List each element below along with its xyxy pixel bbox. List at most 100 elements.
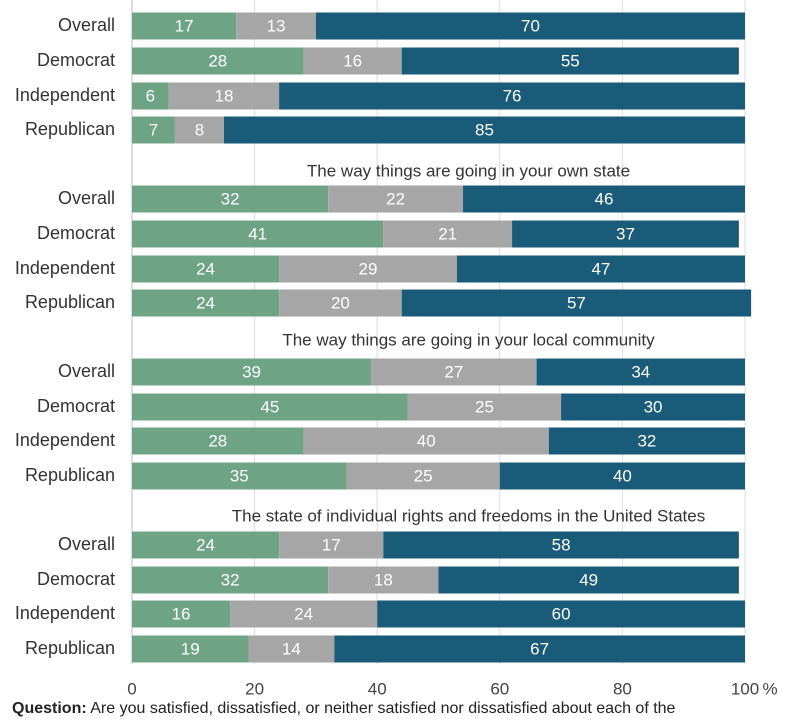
bar-value-label: 24 xyxy=(196,259,215,278)
bar-value-label: 60 xyxy=(552,604,571,623)
bar-value-label: 16 xyxy=(172,604,191,623)
bar-segment xyxy=(132,635,249,663)
category-label: Overall xyxy=(58,15,115,35)
bar-segment xyxy=(132,82,169,110)
bar-segment xyxy=(328,185,464,213)
bar-value-label: 20 xyxy=(331,293,350,312)
bar-segment xyxy=(536,358,745,386)
x-tick-label: 40 xyxy=(368,679,387,698)
category-label: Overall xyxy=(58,534,115,554)
bar-segment xyxy=(334,635,745,663)
bar-value-label: 40 xyxy=(613,466,632,485)
bar-segment xyxy=(548,427,745,455)
bar-segment xyxy=(132,427,304,455)
bar-value-label: 58 xyxy=(552,535,571,554)
bar-segment xyxy=(279,531,384,559)
bar-segment xyxy=(328,566,439,594)
bar-segment xyxy=(132,600,231,628)
bar-value-label: 34 xyxy=(631,362,650,381)
question-footer: Question: Are you satisfied, dissatisfie… xyxy=(12,700,782,718)
bar-segment xyxy=(174,116,224,144)
bar-segment xyxy=(132,47,304,75)
bar-segment xyxy=(223,116,745,144)
bar-value-label: 22 xyxy=(386,189,405,208)
bar-value-label: 6 xyxy=(146,86,155,105)
bar-segment xyxy=(132,462,347,490)
bar-segment xyxy=(303,427,549,455)
x-tick-label: 80 xyxy=(613,679,632,698)
bar-segment xyxy=(132,566,329,594)
category-label: Republican xyxy=(25,119,115,139)
bar-value-label: 40 xyxy=(417,431,436,450)
bar-value-label: 39 xyxy=(242,362,261,381)
category-label: Overall xyxy=(58,188,115,208)
bar-value-label: 27 xyxy=(444,362,463,381)
x-tick-label: 60 xyxy=(490,679,509,698)
bar-value-label: 24 xyxy=(294,604,313,623)
bar-segment xyxy=(236,12,316,40)
bar-value-label: 45 xyxy=(260,397,279,416)
bar-segment xyxy=(132,220,384,248)
bar-value-label: 76 xyxy=(503,86,522,105)
category-label: Independent xyxy=(15,258,115,278)
category-label: Democrat xyxy=(37,396,115,416)
category-label: Independent xyxy=(15,85,115,105)
bar-value-label: 41 xyxy=(248,224,267,243)
bar-segment xyxy=(499,462,745,490)
bar-segment xyxy=(456,255,745,283)
bar-value-label: 8 xyxy=(195,120,204,139)
bar-value-label: 85 xyxy=(475,120,494,139)
bar-value-label: 24 xyxy=(196,293,215,312)
bar-value-label: 32 xyxy=(221,570,240,589)
bar-segment xyxy=(371,358,537,386)
bar-segment xyxy=(407,393,562,421)
panel-title: The way things are going in your local c… xyxy=(282,330,655,349)
bar-value-label: 19 xyxy=(181,639,200,658)
bar-segment xyxy=(132,531,280,559)
bar-value-label: 25 xyxy=(414,466,433,485)
bar-segment xyxy=(383,220,513,248)
bar-segment xyxy=(132,255,280,283)
category-label: Democrat xyxy=(37,569,115,589)
bar-segment xyxy=(401,47,739,75)
bar-segment xyxy=(230,600,378,628)
bar-segment xyxy=(132,12,237,40)
bar-segment xyxy=(383,531,739,559)
bar-value-label: 24 xyxy=(196,535,215,554)
bar-value-label: 13 xyxy=(267,16,286,35)
panel-title: The way things are going in your own sta… xyxy=(307,161,630,180)
bar-value-label: 46 xyxy=(595,189,614,208)
bar-segment xyxy=(132,393,408,421)
bar-segment xyxy=(132,358,372,386)
bar-value-label: 35 xyxy=(230,466,249,485)
bar-value-label: 30 xyxy=(644,397,663,416)
x-tick-label: 0 xyxy=(127,679,136,698)
category-label: Republican xyxy=(25,292,115,312)
bar-segment xyxy=(377,600,745,628)
bar-value-label: 7 xyxy=(149,120,158,139)
bar-segment xyxy=(463,185,745,213)
x-tick-label: 100 xyxy=(731,679,759,698)
bar-value-label: 18 xyxy=(214,86,233,105)
bar-value-label: 49 xyxy=(579,570,598,589)
bar-value-label: 17 xyxy=(322,535,341,554)
category-label: Independent xyxy=(15,603,115,623)
bar-value-label: 16 xyxy=(343,51,362,70)
category-label: Republican xyxy=(25,465,115,485)
question-text: Are you satisfied, dissatisfied, or neit… xyxy=(90,700,676,717)
x-tick-label: 20 xyxy=(245,679,264,698)
category-label: Democrat xyxy=(37,50,115,70)
bar-segment xyxy=(401,289,752,317)
bar-value-label: 28 xyxy=(208,51,227,70)
panel-title: The state of individual rights and freed… xyxy=(232,506,705,525)
bar-segment xyxy=(279,82,745,110)
bar-segment xyxy=(279,289,402,317)
bar-segment xyxy=(248,635,335,663)
bar-segment xyxy=(561,393,745,421)
bar-value-label: 67 xyxy=(530,639,549,658)
category-label: Democrat xyxy=(37,223,115,243)
bar-value-label: 18 xyxy=(374,570,393,589)
bar-value-label: 32 xyxy=(637,431,656,450)
bar-segment xyxy=(168,82,280,110)
bar-segment xyxy=(346,462,500,490)
